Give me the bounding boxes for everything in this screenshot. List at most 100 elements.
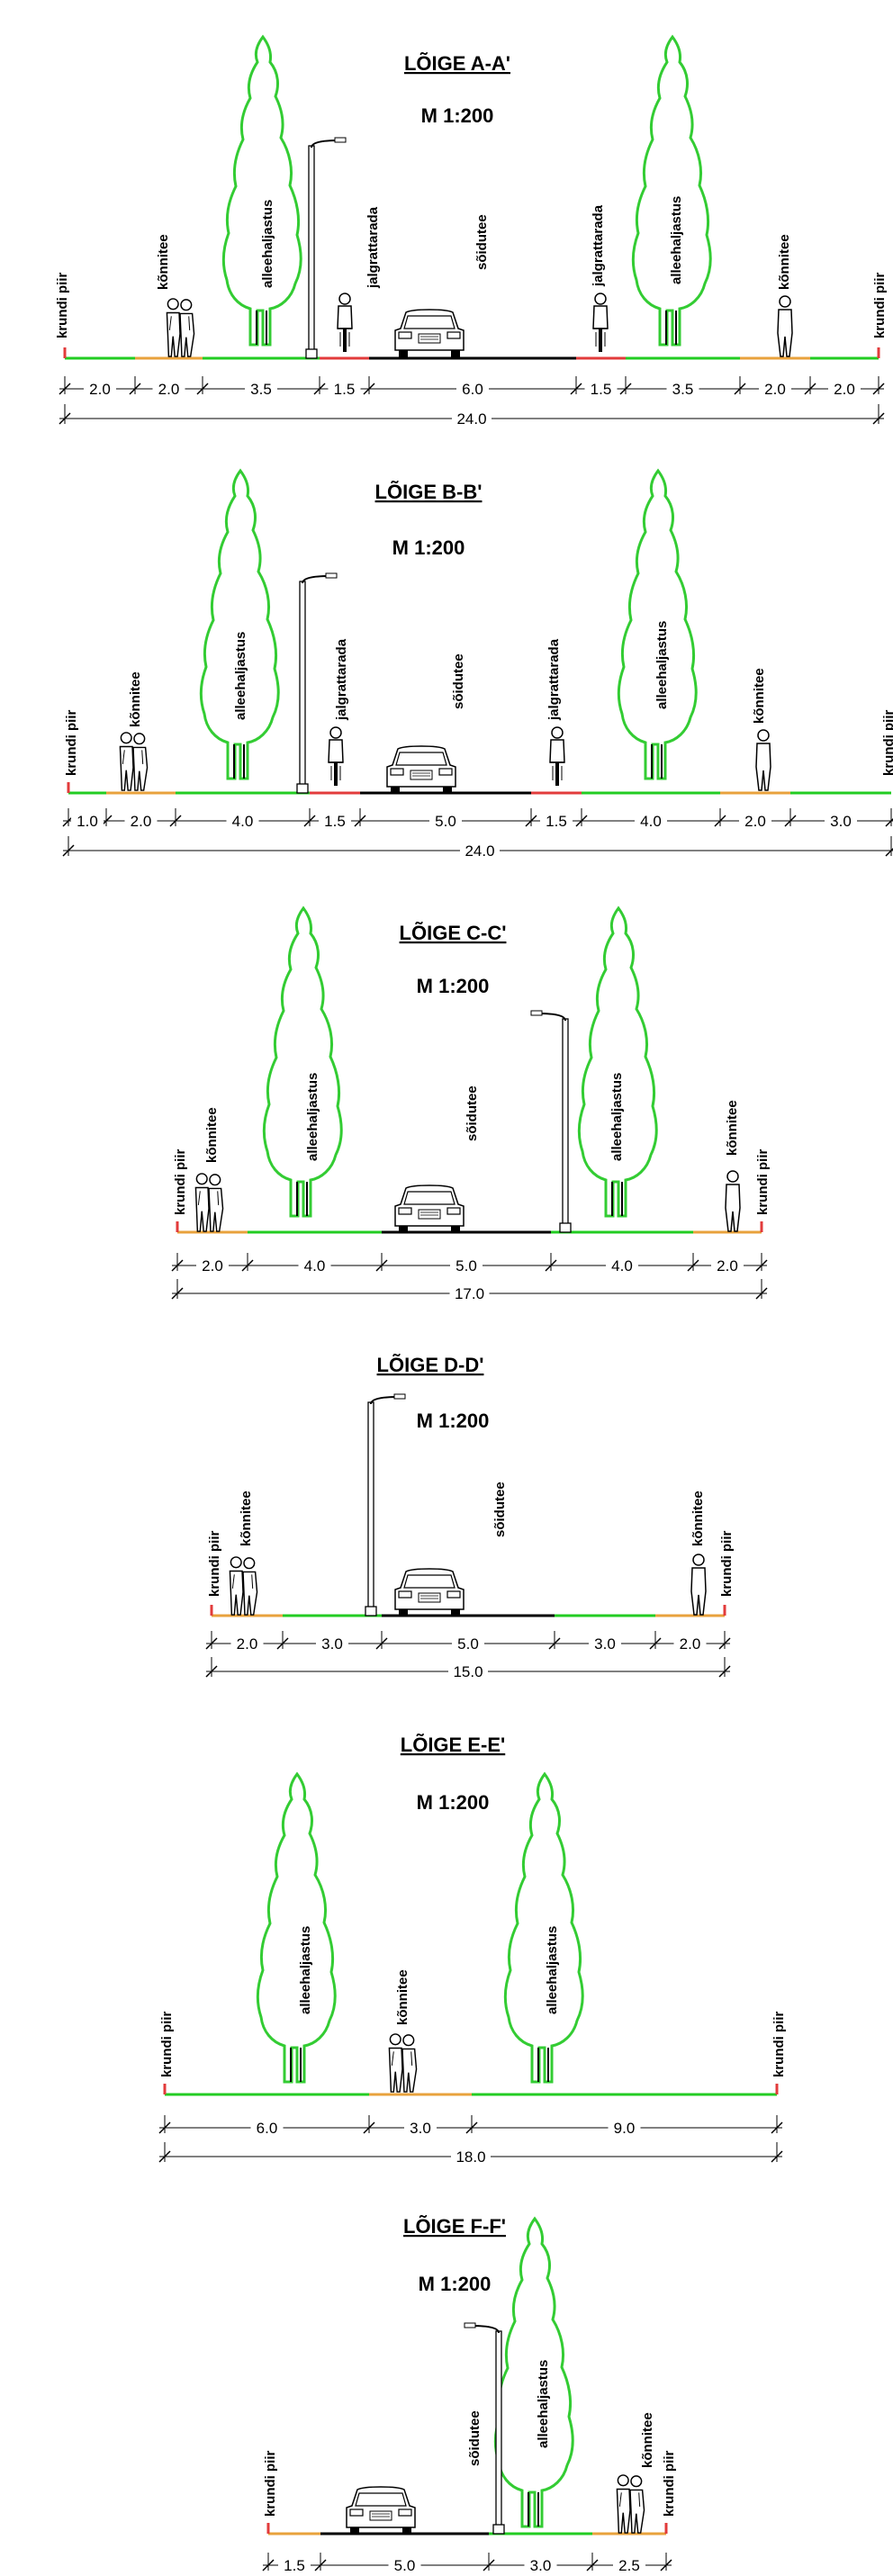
dimension-label-bg (589, 1635, 621, 1653)
cyclist-icon (338, 293, 352, 352)
dimension-value: 9.0 (614, 2120, 636, 2137)
dimension-value: 1.5 (284, 2557, 305, 2574)
total-label-bg (449, 1284, 490, 1302)
tree-icon (262, 906, 343, 1218)
section-scale: M 1:200 (421, 104, 494, 127)
vertical-label: krundi piir (207, 1531, 222, 1598)
dimension-value: 2.5 (618, 2557, 640, 2574)
section-scale: M 1:200 (417, 1791, 490, 1814)
dimension-value: 5.0 (394, 2557, 416, 2574)
cyclist-icon (550, 727, 564, 786)
section-title: LÕIGE D-D' (377, 1354, 484, 1376)
total-label-bg (452, 410, 492, 428)
cyclist-icon (329, 727, 343, 786)
vertical-label: sõidutee (451, 653, 466, 709)
dimension-label-bg (666, 380, 699, 398)
lamp-head (334, 137, 347, 143)
vertical-label: jalgrattarada (591, 204, 606, 287)
section-scale: M 1:200 (417, 1410, 490, 1432)
dimension-value: 6.0 (462, 381, 483, 398)
car-icon (346, 2486, 416, 2535)
vertical-label: kõnnitee (777, 234, 792, 290)
vertical-label: jalgrattarada (334, 638, 349, 721)
pedestrian-icon (725, 1170, 741, 1232)
vertical-label: kõnnitee (156, 234, 171, 290)
dimension-label-bg (429, 812, 462, 830)
tree-icon (199, 469, 280, 780)
tree-icon (256, 1772, 337, 2084)
tree-icon (493, 2217, 574, 2528)
car-icon (386, 745, 456, 795)
vertical-label: krundi piir (719, 1531, 735, 1598)
dimension-value: 2.0 (202, 1257, 223, 1274)
dimension-label-bg (319, 812, 351, 830)
lamp-post-icon (367, 1401, 374, 1609)
total-dimension-value: 18.0 (456, 2148, 485, 2166)
vertical-label: sõidutee (465, 1085, 480, 1141)
dimension-label-bg (250, 2119, 284, 2137)
section-c: LÕIGE C-C' M 1:200 krundi piir kõnnitee alle… (171, 906, 771, 1302)
dimension-value: 2.0 (717, 1257, 738, 1274)
lamp-arm (370, 1396, 399, 1405)
lamp-head (464, 2322, 476, 2328)
lamp-arm (537, 1013, 566, 1022)
total-label-bg (448, 1662, 488, 1680)
section-b: LÕIGE B-B' M 1:200 krundi piir kõnnitee alle… (62, 469, 893, 860)
total-dimension-value: 24.0 (456, 410, 486, 428)
vertical-label: krundi piir (55, 273, 70, 339)
vertical-label: alleehaljastus (654, 621, 670, 709)
dimension-value: 1.0 (77, 813, 98, 830)
dimension-label-bg (739, 812, 771, 830)
section-title: LÕIGE B-B' (375, 481, 483, 503)
dimension-label-bg (540, 812, 573, 830)
dimension-value: 1.5 (546, 813, 567, 830)
dimension-label-bg (196, 1256, 229, 1274)
vertical-label: krundi piir (173, 1149, 188, 1216)
vertical-label: krundi piir (755, 1149, 771, 1216)
vertical-label: krundi piir (64, 710, 79, 777)
vertical-label: krundi piir (662, 2451, 677, 2517)
vertical-label: kõnnitee (395, 1969, 410, 2025)
dimension-value: 4.0 (232, 813, 254, 830)
vertical-label: alleehaljastus (260, 200, 275, 288)
pedestrian-icon (229, 1556, 258, 1616)
cyclist-icon (593, 293, 608, 352)
dimension-value: 2.0 (89, 381, 111, 398)
dimension-value: 3.0 (830, 813, 852, 830)
total-label-bg (451, 2148, 491, 2166)
dimension-label-bg (456, 380, 489, 398)
dimension-label-bg (278, 2556, 311, 2574)
dimension-label-bg (226, 812, 259, 830)
dimension-label-bg (298, 1256, 331, 1274)
vertical-label: kõnnitee (239, 1491, 254, 1546)
car-icon (394, 1184, 465, 1234)
pedestrian-icon (690, 1554, 707, 1616)
vertical-label: kõnnitee (690, 1491, 706, 1546)
section-a: LÕIGE A-A' M 1:200 krundi piir kõnnitee alle… (55, 35, 888, 428)
dimension-label-bg (828, 380, 861, 398)
section-d: LÕIGE D-D' M 1:200 krundi piir kõnnitee sõid… (205, 1354, 735, 1680)
dimension-label-bg (316, 1635, 348, 1653)
section-title: LÕIGE A-A' (404, 52, 510, 75)
dimension-value: 2.0 (764, 381, 786, 398)
lamp-base (559, 1222, 572, 1233)
dimension-value: 4.0 (611, 1257, 633, 1274)
dimension-label-bg (608, 2119, 641, 2137)
total-dimension-value: 17.0 (455, 1285, 484, 1302)
section-title: LÕIGE F-F' (403, 2215, 506, 2238)
vertical-label: alleehaljastus (669, 196, 684, 284)
vertical-label: krundi piir (872, 273, 888, 339)
total-dimension-value: 24.0 (465, 842, 494, 860)
vertical-label: krundi piir (159, 2012, 175, 2078)
tree-icon (631, 35, 712, 347)
pedestrian-icon (388, 2033, 418, 2093)
car-icon (394, 309, 465, 358)
dimension-value: 3.0 (530, 2557, 552, 2574)
dimension-value: 6.0 (257, 2120, 278, 2137)
dimension-value: 3.0 (410, 2120, 431, 2137)
vertical-label: sõidutee (467, 2410, 483, 2466)
dimension-label-bg (606, 1256, 638, 1274)
lamp-base (296, 783, 309, 794)
pedestrian-icon (119, 732, 149, 791)
vertical-label: jalgrattarada (546, 638, 562, 721)
